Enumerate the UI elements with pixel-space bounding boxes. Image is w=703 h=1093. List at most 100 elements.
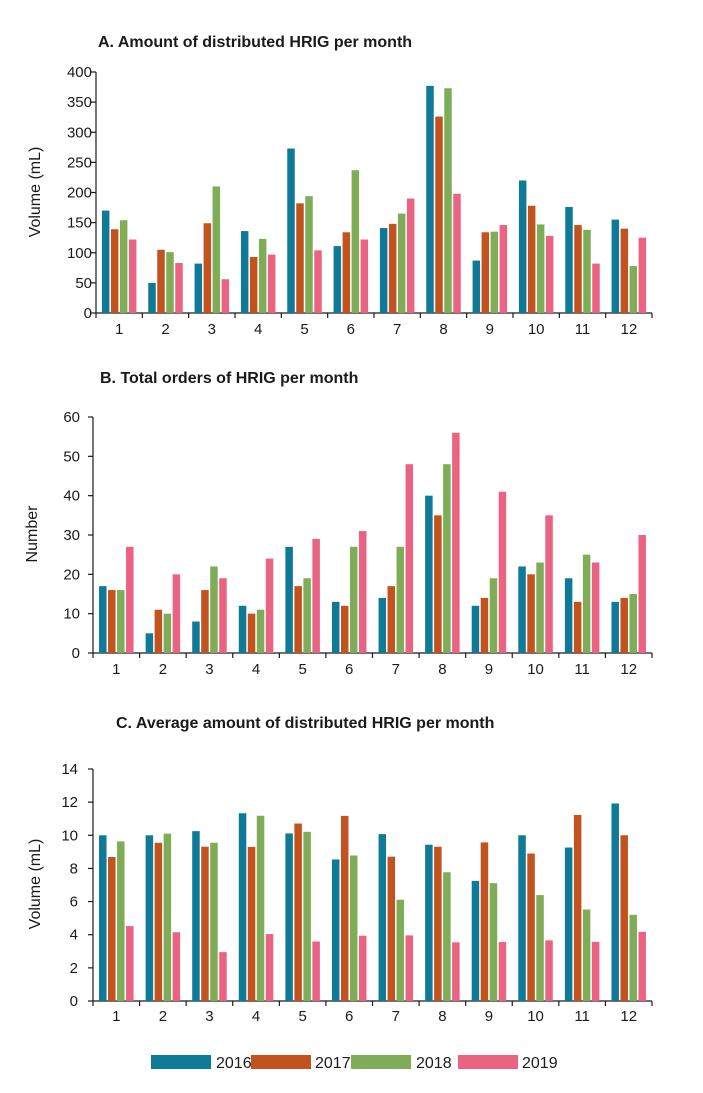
panel-c-bar-2016-month-3 xyxy=(192,831,200,1001)
panel-b-bar-2017-month-8 xyxy=(434,515,442,653)
legend-swatch-2019 xyxy=(458,1055,518,1069)
panel-c-bar-2019-month-5 xyxy=(312,941,320,1001)
panel-b-category-label: 5 xyxy=(298,661,306,678)
panel-b-bar-2017-month-1 xyxy=(108,590,116,653)
panel-a-bar-2019-month-4 xyxy=(267,254,276,313)
panel-b-bar-2016-month-4 xyxy=(238,605,247,653)
panel-b-category-label: 10 xyxy=(527,661,544,678)
panel-a-bar-2018-month-5 xyxy=(305,196,313,313)
panel-c-bar-2018-month-2 xyxy=(163,833,172,1001)
panel-a-bar-2018-month-4 xyxy=(258,238,267,313)
panel-a-category-label: 4 xyxy=(254,321,262,338)
panel-a-bar-2019-month-3 xyxy=(221,279,230,313)
panel-a-bar-2019-month-5 xyxy=(314,250,322,313)
panel-c-bar-2018-month-11 xyxy=(582,909,591,1001)
panel-b-bar-2018-month-9 xyxy=(489,578,498,653)
panel-c-bar-2018-month-10 xyxy=(536,895,544,1001)
panel-a-bar-2019-month-7 xyxy=(406,198,415,313)
panel-c-bar-2019-month-2 xyxy=(172,932,181,1001)
panel-c-bar-2018-month-8 xyxy=(443,872,451,1001)
panel-a-bar-2018-month-6 xyxy=(351,170,360,313)
panel-c-category-label: 3 xyxy=(205,1008,213,1025)
legend-label-2016: 2016 xyxy=(216,1055,252,1072)
panel-b-bar-2019-month-9 xyxy=(498,491,507,653)
panel-a-bar-2019-month-12 xyxy=(638,237,647,313)
panel-b-bar-2019-month-8 xyxy=(452,432,460,653)
panel-a-bar-2016-month-1 xyxy=(101,210,110,313)
panel-c-y-tick-label: 2 xyxy=(70,960,78,977)
panel-a-bar-2016-month-12 xyxy=(611,219,620,313)
panel-b-category-label: 8 xyxy=(438,661,446,678)
panel-c-bar-2018-month-5 xyxy=(303,831,311,1001)
panel-b-bar-2016-month-12 xyxy=(611,601,619,653)
panel-c-bar-2016-month-7 xyxy=(378,834,387,1001)
panel-c-bar-2019-month-1 xyxy=(126,926,134,1001)
panel-b: B. Total orders of HRIG per month Number… xyxy=(24,370,653,678)
panel-a-bar-2017-month-7 xyxy=(388,223,397,313)
panel-b-category-label: 2 xyxy=(159,661,167,678)
panel-a-bar-2016-month-3 xyxy=(194,263,203,313)
panel-c-bar-2017-month-12 xyxy=(620,835,628,1001)
panel-c-bar-2017-month-2 xyxy=(154,842,163,1001)
panel-c-bar-2019-month-10 xyxy=(545,940,553,1001)
panel-b-bar-2018-month-12 xyxy=(629,594,637,653)
panel-c-bar-2016-month-4 xyxy=(238,813,247,1001)
panel-a-bar-2019-month-10 xyxy=(545,235,554,313)
panel-b-bar-2018-month-8 xyxy=(443,464,451,653)
panel-b-y-tick-label: 0 xyxy=(72,645,80,662)
panel-b-bar-2016-month-11 xyxy=(564,578,573,653)
panel-c-bar-2018-month-4 xyxy=(256,815,265,1001)
panel-c-bar-2018-month-6 xyxy=(349,855,358,1001)
panel-b-bar-2018-month-2 xyxy=(163,613,172,653)
panel-a-bar-2016-month-7 xyxy=(379,228,388,313)
panel-a-bar-2018-month-2 xyxy=(166,252,174,313)
panel-a-bar-2019-month-2 xyxy=(175,262,183,313)
panel-b-ylabel: Number xyxy=(24,505,41,563)
panel-a-bar-2017-month-8 xyxy=(435,116,443,314)
panel-a-y-tick-label: 200 xyxy=(67,185,92,202)
panel-c-bar-2017-month-11 xyxy=(573,814,582,1001)
panel-b-y-tick-label: 50 xyxy=(63,448,80,465)
panel-b-y-tick-label: 60 xyxy=(63,409,80,426)
panel-b-bar-2018-month-6 xyxy=(349,546,358,653)
panel-c-ylabel: Volume (mL) xyxy=(27,839,44,930)
panel-b-bar-2019-month-1 xyxy=(126,546,134,653)
panel-c-y-tick-label: 12 xyxy=(61,794,78,811)
panel-a-bar-2018-month-10 xyxy=(536,224,545,313)
panel-b-category-label: 12 xyxy=(620,661,637,678)
panel-c-category-label: 2 xyxy=(159,1008,167,1025)
panel-a-bar-2019-month-6 xyxy=(360,239,369,313)
panel-b-bar-2017-month-7 xyxy=(387,586,396,653)
panel-a-category-label: 5 xyxy=(300,321,308,338)
panel-b-title: B. Total orders of HRIG per month xyxy=(100,370,358,387)
panel-b-bar-2017-month-11 xyxy=(573,601,582,653)
panel-a-category-label: 2 xyxy=(161,321,169,338)
panel-c-bar-2017-month-6 xyxy=(340,815,349,1001)
panel-a-bar-2017-month-2 xyxy=(157,249,165,313)
panel-c-category-label: 10 xyxy=(527,1008,544,1025)
panel-a-bar-2016-month-5 xyxy=(287,148,295,313)
panel-c-category-label: 9 xyxy=(485,1008,493,1025)
panel-a-y-tick-label: 250 xyxy=(67,154,92,171)
panel-a-bar-2016-month-10 xyxy=(518,180,527,313)
panel-b-bar-2019-month-12 xyxy=(638,535,646,653)
panel-a-y-tick-label: 350 xyxy=(67,94,92,111)
panel-b-y-tick-label: 30 xyxy=(63,527,80,544)
panel-c-y-tick-label: 10 xyxy=(61,827,78,844)
panel-a-category-label: 9 xyxy=(486,321,494,338)
panel-a-bar-2017-month-6 xyxy=(342,232,351,313)
panel-c-bar-2017-month-5 xyxy=(294,823,302,1001)
panel-b-bar-2018-month-11 xyxy=(582,554,591,653)
panel-c-bar-2019-month-6 xyxy=(358,935,367,1001)
panel-c-bar-2017-month-3 xyxy=(201,846,209,1001)
panel-b-category-label: 9 xyxy=(485,661,493,678)
panel-b-category-label: 3 xyxy=(205,661,213,678)
panel-c-bar-2019-month-9 xyxy=(498,942,507,1001)
panel-a: A. Amount of distributed HRIG per month … xyxy=(27,34,653,338)
panel-c-bar-2016-month-1 xyxy=(99,835,107,1001)
panel-a-bar-2017-month-10 xyxy=(527,205,536,313)
panel-a-bar-2018-month-9 xyxy=(490,231,499,313)
panel-c-bar-2016-month-12 xyxy=(611,803,619,1001)
panel-a-category-label: 7 xyxy=(393,321,401,338)
legend-label-2017: 2017 xyxy=(315,1055,351,1072)
